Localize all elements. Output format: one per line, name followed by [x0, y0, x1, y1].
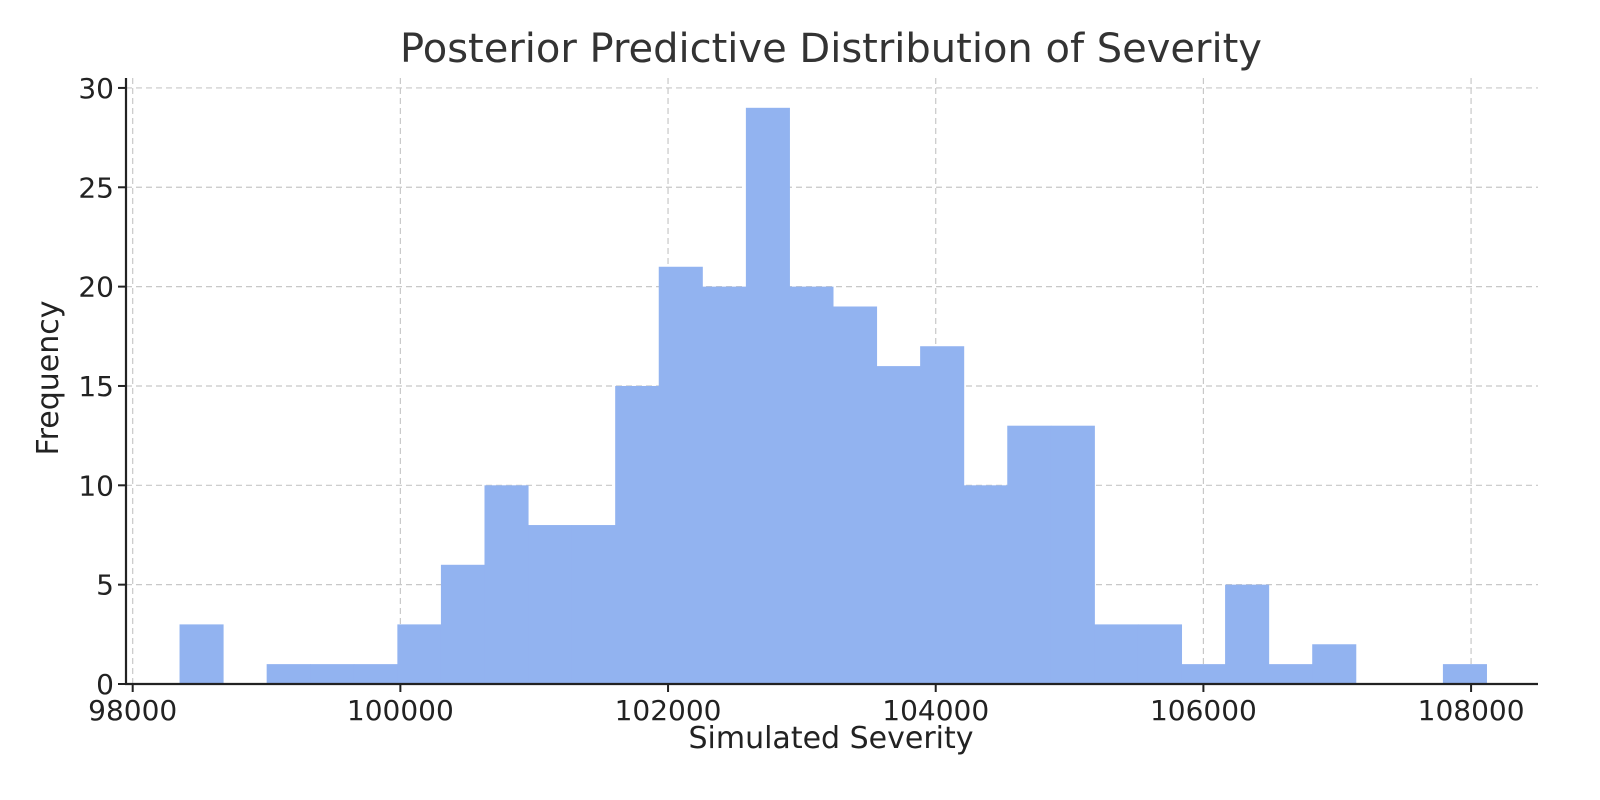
histogram-bar: [1442, 664, 1487, 684]
histogram-bars: [179, 107, 1487, 684]
y-tick-label: 30: [78, 72, 114, 105]
x-tick-label: 106000: [1150, 694, 1257, 727]
histogram-bar: [1225, 584, 1270, 684]
histogram-bar: [528, 525, 573, 684]
y-tick-label: 15: [78, 370, 114, 403]
histogram-bar: [1094, 624, 1139, 684]
chart-title: Posterior Predictive Distribution of Sev…: [400, 26, 1262, 72]
y-axis-label: Frequency: [31, 301, 66, 456]
histogram-bar: [1181, 664, 1226, 684]
x-tick-label: 108000: [1418, 694, 1525, 727]
x-axis-label: Simulated Severity: [688, 721, 973, 756]
y-tick-label: 20: [78, 271, 114, 304]
histogram-bar: [266, 664, 311, 684]
x-tick-label: 104000: [882, 694, 989, 727]
x-tick-label: 100000: [347, 694, 454, 727]
histogram-bar: [571, 525, 616, 684]
histogram-bar: [920, 346, 965, 684]
x-tick-label: 102000: [615, 694, 722, 727]
histogram-bar: [1137, 624, 1183, 684]
histogram-bar: [1312, 644, 1357, 684]
histogram-bar: [353, 664, 398, 684]
histogram-bar: [658, 266, 703, 684]
histogram-bar: [1050, 425, 1095, 684]
histogram-bar: [179, 624, 224, 684]
histogram-bar: [484, 485, 529, 684]
x-axis-ticks: 98000 100000 102000 104000 106000 108000: [88, 684, 1525, 727]
histogram-bar: [1268, 664, 1313, 684]
x-tick-label: 98000: [88, 694, 177, 727]
histogram-bar: [702, 286, 747, 684]
histogram-bar: [615, 385, 660, 684]
histogram-bar: [397, 624, 442, 684]
y-tick-label: 10: [78, 469, 114, 502]
y-axis-ticks: 0 5 10 15 20 25 30: [78, 72, 126, 701]
histogram-bar: [833, 306, 878, 684]
y-tick-label: 25: [78, 171, 114, 204]
histogram-bar: [789, 286, 834, 684]
histogram-bar: [1007, 425, 1052, 684]
histogram-bar: [963, 485, 1008, 684]
y-tick-label: 5: [96, 569, 114, 602]
y-tick-label: 0: [96, 668, 114, 701]
histogram-bar: [876, 366, 921, 684]
histogram-bar: [745, 107, 790, 684]
histogram-bar: [310, 664, 355, 684]
histogram-bar: [440, 564, 485, 684]
